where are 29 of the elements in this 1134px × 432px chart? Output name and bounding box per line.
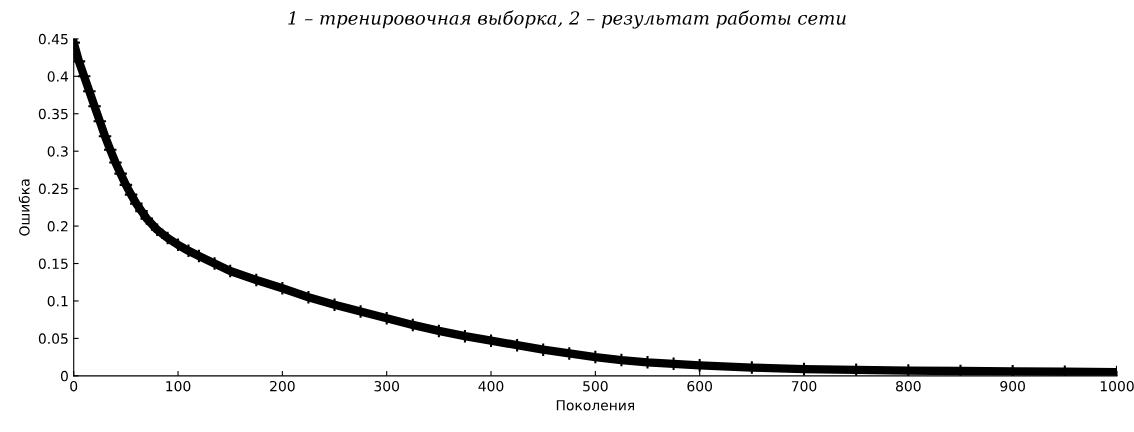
- y-tick-label: 0.3: [47, 146, 68, 157]
- y-tick-label: 0: [60, 370, 68, 382]
- y-tick-label: 0.05: [38, 333, 68, 344]
- x-tick-label: 600: [687, 380, 713, 392]
- y-tick-label: 0.35: [38, 108, 68, 120]
- y-tick-label: 0.45: [38, 33, 68, 45]
- y-axis-title: Ошибка: [18, 179, 30, 236]
- x-axis-title: Поколения: [556, 400, 635, 411]
- x-tick-label: 300: [374, 380, 400, 392]
- x-tick-label: 700: [791, 380, 817, 392]
- x-tick-label: 0: [70, 380, 78, 392]
- point: [170, 237, 186, 253]
- x-tick-label: 800: [896, 380, 921, 392]
- y-tick-label: 0.15: [38, 258, 68, 269]
- x-tick-label: 1000: [1100, 380, 1134, 392]
- y-tick-label: 0.2: [47, 221, 68, 232]
- point: [139, 211, 155, 226]
- y-tick-label: 0.25: [38, 183, 68, 195]
- x-tick-label: 900: [1000, 380, 1025, 392]
- point: [149, 222, 165, 238]
- y-tick-label: 0.4: [47, 71, 69, 82]
- point: [129, 196, 144, 211]
- point: [134, 203, 149, 219]
- y-tick-label: 0.1: [47, 295, 68, 307]
- chart-title: 1 – тренировочная выборка, 2 – результат работы сети: [288, 10, 846, 29]
- x-tick-label: 100: [166, 380, 191, 392]
- x-tick-label: 200: [270, 380, 295, 392]
- x-tick-label: 400: [478, 380, 504, 392]
- x-tick-label: 500: [583, 380, 608, 392]
